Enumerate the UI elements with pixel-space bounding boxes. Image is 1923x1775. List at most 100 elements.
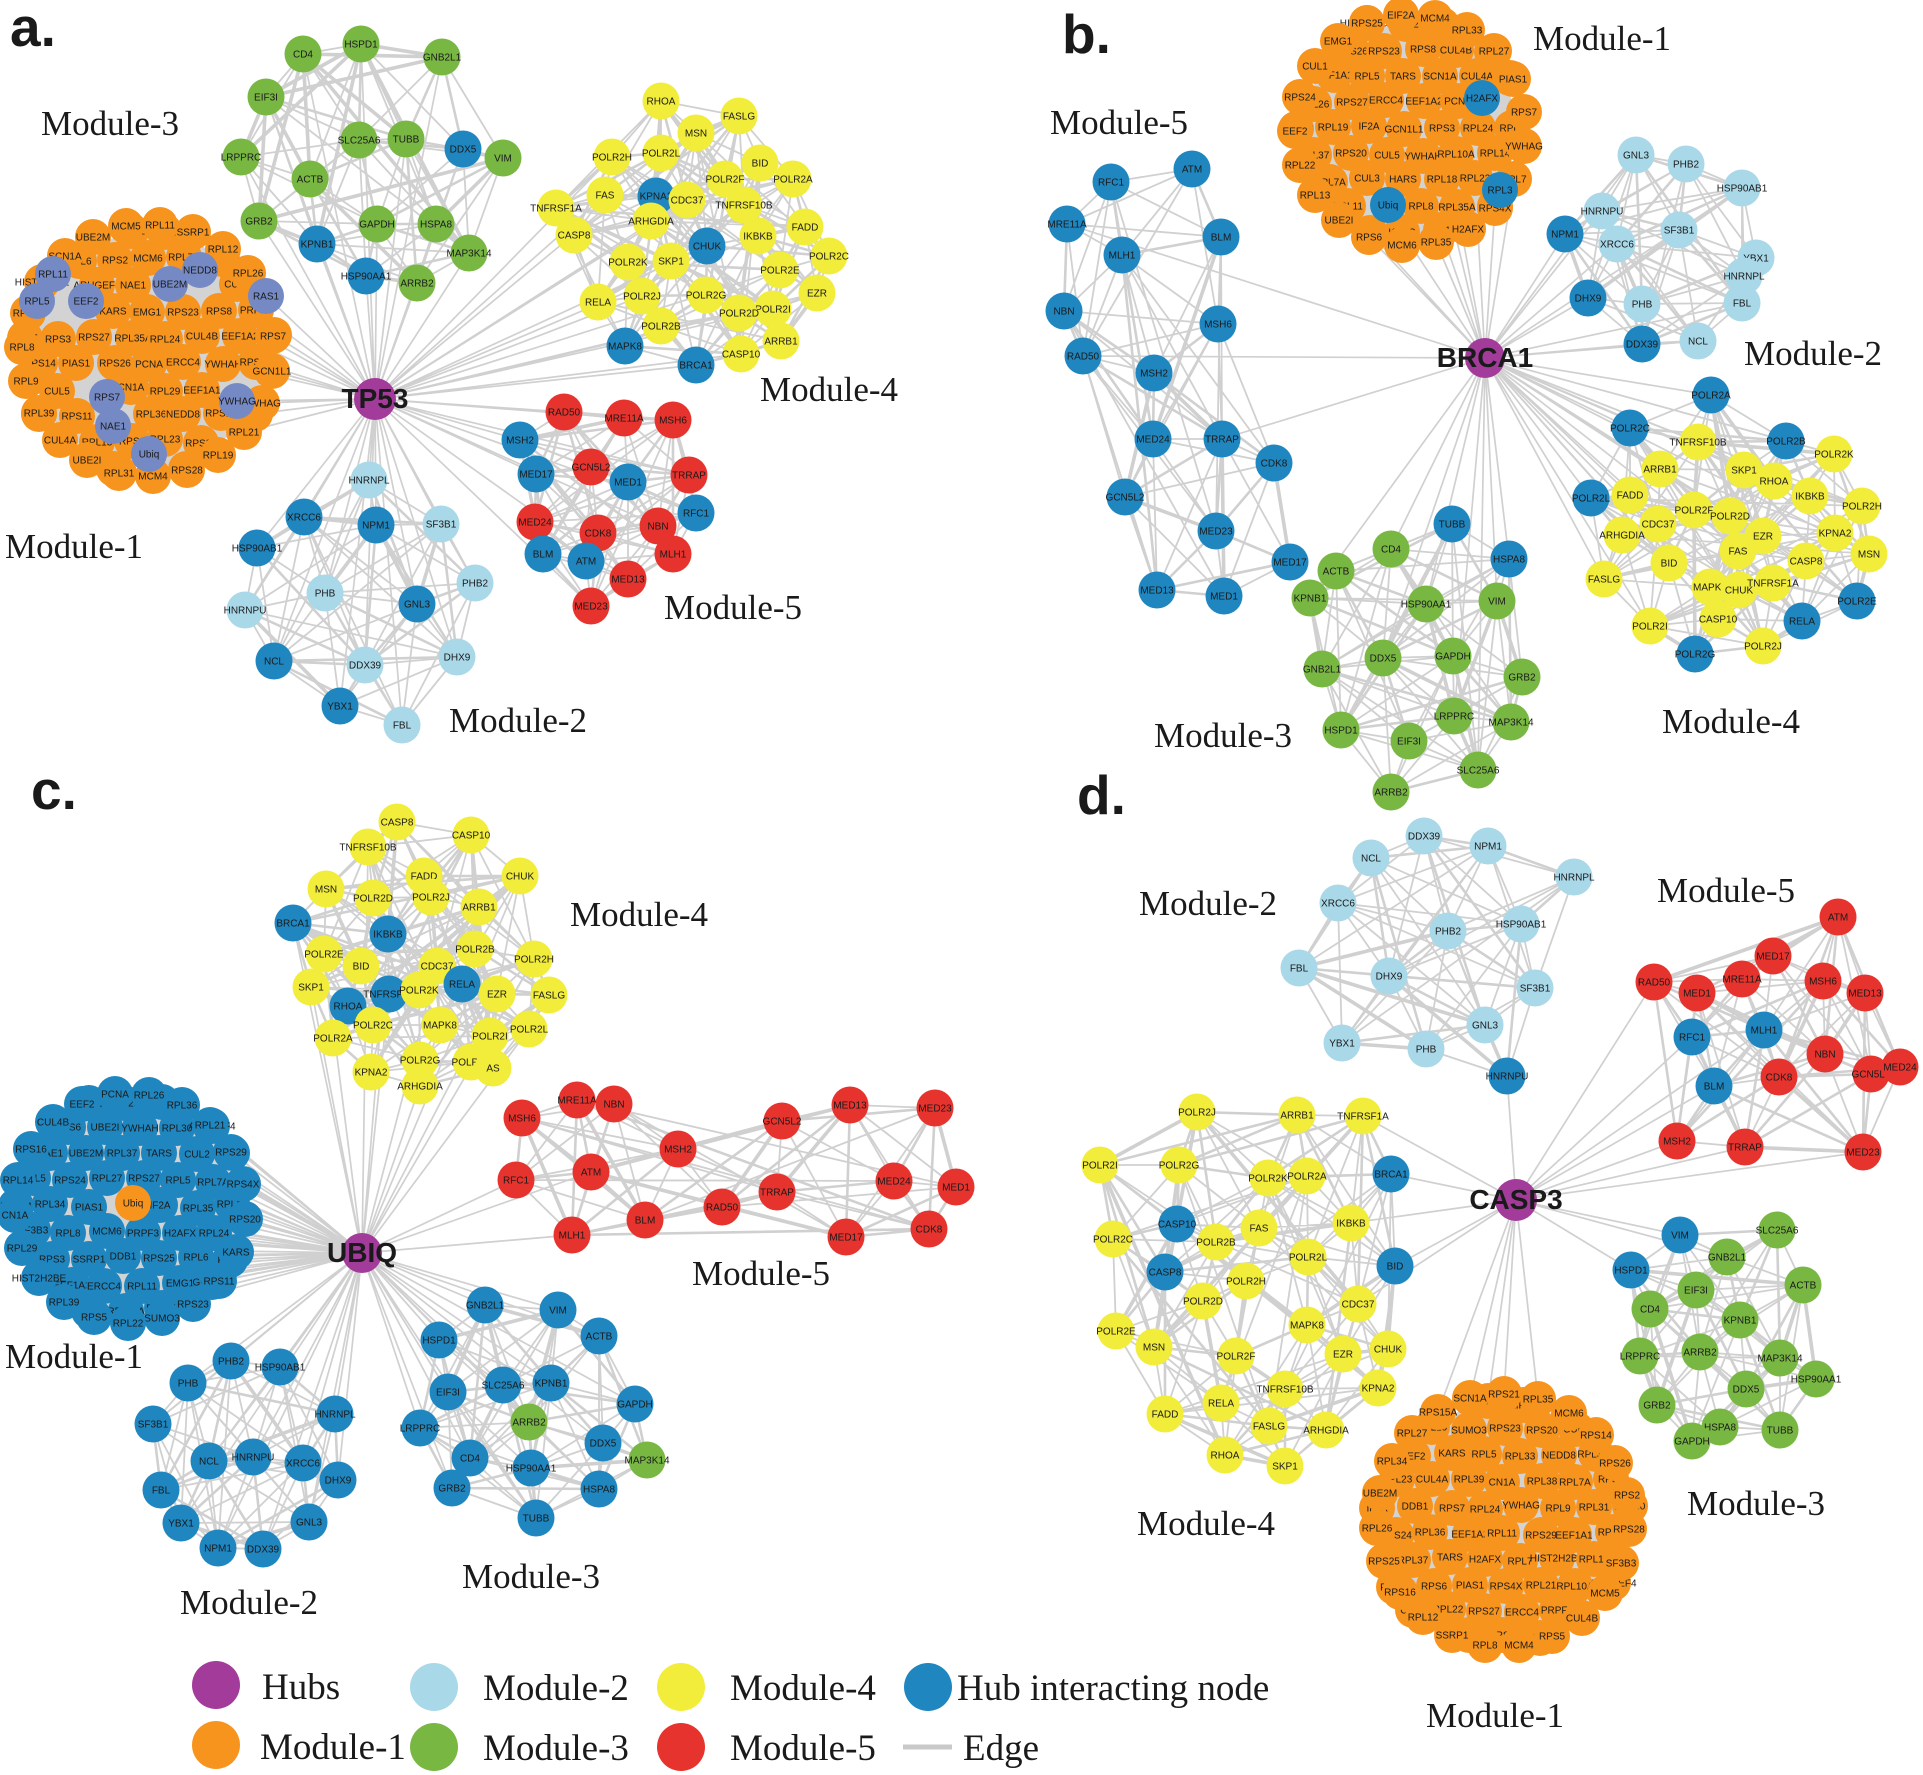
svg-text:BRCA1: BRCA1 [1437,342,1533,373]
svg-text:CDC37: CDC37 [1342,1300,1375,1311]
svg-text:Module-5: Module-5 [692,1254,830,1293]
svg-text:IF2A: IF2A [1358,122,1379,133]
svg-text:GNB2L1: GNB2L1 [423,53,462,64]
svg-text:MCM5: MCM5 [1590,1589,1620,1600]
svg-text:CDK8: CDK8 [585,529,612,540]
svg-text:MCM5: MCM5 [111,222,141,233]
svg-text:CASP8: CASP8 [558,231,591,242]
svg-text:POLR2I: POLR2I [755,305,791,316]
svg-text:Module-4: Module-4 [1662,702,1800,741]
svg-text:PCNA: PCNA [101,1090,129,1101]
svg-text:HNRNPL: HNRNPL [1723,272,1765,283]
svg-text:EMG1: EMG1 [133,308,162,319]
svg-text:ATM: ATM [576,557,596,568]
svg-text:RPS27: RPS27 [1468,1607,1500,1618]
svg-text:MSN: MSN [1143,1343,1165,1354]
svg-text:HSP90AB1: HSP90AB1 [255,1363,306,1374]
svg-text:POLR2K: POLR2K [399,986,439,997]
svg-text:EIF3I: EIF3I [254,93,278,104]
svg-text:POLR2A: POLR2A [313,1034,353,1045]
svg-text:GCN5L2: GCN5L2 [763,1117,802,1128]
svg-text:RPL18: RPL18 [1579,1555,1610,1566]
svg-text:HNRNPU: HNRNPU [232,1453,275,1464]
svg-text:EZR: EZR [487,990,507,1001]
svg-text:RPL9: RPL9 [1545,1504,1570,1515]
svg-text:Module-2: Module-2 [1744,334,1882,373]
svg-text:IF2A: IF2A [149,1201,170,1212]
svg-text:ERCC4: ERCC4 [1369,96,1403,107]
svg-text:CUL4B: CUL4B [1566,1614,1599,1625]
svg-text:TARS: TARS [146,1149,172,1160]
svg-text:YBX1: YBX1 [327,702,353,713]
svg-text:FBL: FBL [152,1486,171,1497]
svg-text:SF3B1: SF3B1 [1520,984,1551,995]
svg-text:RPS8: RPS8 [1489,1631,1516,1642]
svg-text:ATM: ATM [1182,165,1202,176]
svg-text:RAD50: RAD50 [1067,352,1100,363]
svg-text:KPNA2: KPNA2 [355,1068,388,1079]
svg-text:MSN: MSN [685,129,707,140]
svg-text:ARRB2: ARRB2 [1683,1348,1717,1359]
svg-text:RPL13: RPL13 [82,438,113,449]
svg-text:HNRNPU: HNRNPU [224,606,267,617]
svg-text:NCL: NCL [199,1457,219,1468]
svg-text:XRCC6: XRCC6 [1600,240,1634,251]
svg-text:Module-5: Module-5 [1050,103,1188,142]
svg-text:YBX1: YBX1 [1329,1039,1355,1050]
svg-text:TNFRSF10B: TNFRSF10B [715,201,773,212]
svg-text:RPL37: RPL37 [1398,1556,1429,1567]
svg-text:BLM: BLM [533,550,554,561]
svg-text:RPL7A: RPL7A [197,1178,229,1189]
svg-text:XRCC6: XRCC6 [1321,899,1355,910]
svg-text:RELA: RELA [1789,617,1815,628]
svg-text:RPS7: RPS7 [94,393,121,404]
svg-text:RPL35: RPL35 [1421,238,1452,249]
svg-text:POLR2L: POLR2L [1289,1253,1328,1264]
svg-text:PHB: PHB [178,1379,199,1390]
svg-text:RPL30: RPL30 [162,1124,193,1135]
svg-text:RPL36: RPL36 [1415,1528,1446,1539]
svg-text:SLC25A6: SLC25A6 [1457,766,1500,777]
svg-text:EIF2A: EIF2A [1387,11,1415,22]
svg-text:MED13: MED13 [833,1101,867,1112]
svg-text:RPS6: RPS6 [1356,233,1383,244]
svg-text:POLR2H: POLR2H [1226,1277,1266,1288]
svg-text:GNB2L1: GNB2L1 [1708,1253,1747,1264]
svg-text:SKP1: SKP1 [1731,466,1757,477]
svg-text:GAPDH: GAPDH [1674,1437,1710,1448]
svg-text:NPM1: NPM1 [362,521,390,532]
svg-text:DDX39: DDX39 [1408,832,1441,843]
svg-text:TNFRSF10B: TNFRSF10B [339,843,397,854]
svg-text:ARRB1: ARRB1 [1280,1111,1314,1122]
svg-text:RPL5: RPL5 [24,297,49,308]
svg-text:MED23: MED23 [1199,527,1233,538]
svg-text:MED17: MED17 [1273,558,1307,569]
svg-text:RPS2: RPS2 [102,256,129,267]
svg-text:POLR2H: POLR2H [514,955,554,966]
svg-text:FBL: FBL [393,721,412,732]
svg-text:UBE2I: UBE2I [91,1123,120,1134]
svg-text:YWHAG: YWHAG [1502,1501,1540,1512]
svg-text:RPL22: RPL22 [1433,1605,1464,1616]
svg-text:CN1A: CN1A [118,383,145,394]
svg-text:POLR2C: POLR2C [1610,424,1650,435]
svg-text:RPL33: RPL33 [1452,26,1483,37]
svg-text:HIST2H2BE: HIST2H2BE [12,1274,67,1285]
svg-text:HNRNPL: HNRNPL [1553,873,1595,884]
svg-text:PRPF3: PRPF3 [1541,1606,1574,1617]
svg-text:RPL19: RPL19 [1318,123,1349,134]
svg-text:c.: c. [31,759,77,821]
svg-text:RPL39: RPL39 [49,1298,80,1309]
svg-text:UBE2I: UBE2I [1325,216,1354,227]
svg-text:RPL5: RPL5 [1471,1450,1496,1461]
svg-text:HSP90AB1: HSP90AB1 [232,544,283,555]
svg-text:TRRAP: TRRAP [760,1188,794,1199]
svg-text:Module-4: Module-4 [760,370,898,409]
svg-text:Module-5: Module-5 [1657,871,1795,910]
svg-text:TUBB: TUBB [1767,1426,1794,1437]
svg-text:Module-2: Module-2 [449,701,587,740]
svg-text:PHB2: PHB2 [218,1357,245,1368]
svg-text:Module-1: Module-1 [260,1727,406,1768]
svg-text:POLR2B: POLR2B [1766,437,1806,448]
svg-text:POLR2D: POLR2D [719,309,759,320]
